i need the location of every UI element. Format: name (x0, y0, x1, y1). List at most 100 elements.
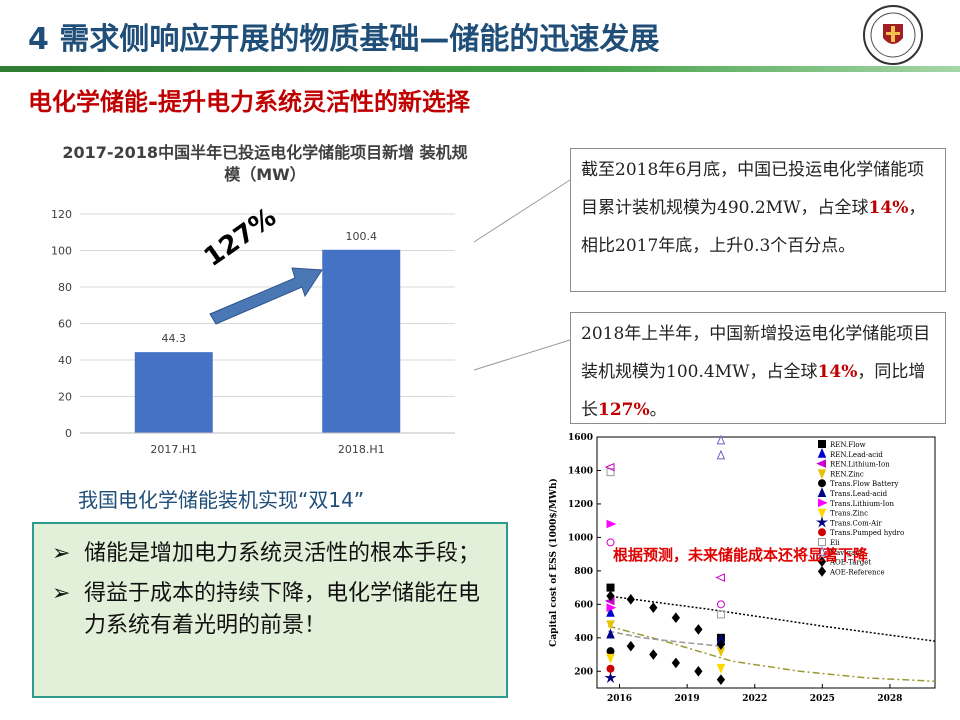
y-tick-label: 20 (58, 391, 72, 404)
x-tick-label: 2019 (675, 694, 700, 704)
y-tick-label: 100 (51, 245, 72, 258)
ess-plot-frame (596, 436, 936, 689)
y-tick-label: 1200 (568, 500, 593, 510)
box2-text-end: 。 (649, 400, 667, 420)
bullet-item: ➢ 得益于成本的持续下降，电化学储能在电力系统有着光明的前景！ (52, 578, 496, 642)
bullet-arrow-icon: ➢ (52, 581, 71, 606)
data-point (817, 566, 827, 577)
data-point (716, 600, 725, 609)
section-subtitle: 电化学储能-提升电力系统灵活性的新选择 (28, 88, 470, 116)
legend-label: Trans.Zinc (830, 510, 868, 518)
data-point (606, 664, 615, 673)
legend-label: Navigant (830, 549, 863, 557)
ess-forecast-note: 根据预测，未来储能成本还将显著下降 (613, 546, 869, 564)
data-point (817, 508, 827, 519)
bar (322, 249, 401, 433)
forecast-line (608, 630, 722, 647)
data-point (606, 603, 617, 612)
bullet-item: ➢ 储能是增加电力系统灵活性的根本手段； (52, 538, 496, 570)
data-point (716, 639, 726, 650)
data-point (818, 528, 826, 537)
data-point (816, 459, 826, 468)
data-point (817, 487, 827, 497)
legend-label: AOE-Target (829, 559, 871, 567)
legend-label: REN.Flow (830, 441, 866, 449)
legend-label: Trans.Com-Air (830, 519, 882, 527)
box1-highlight: 14% (868, 198, 909, 218)
data-point (671, 612, 681, 624)
growth-arrow-icon (209, 267, 323, 325)
conclusion-box: ➢ 储能是增加电力系统灵活性的根本手段； ➢ 得益于成本的持续下降，电化学储能在… (32, 522, 508, 698)
box1-text: 截至2018年6月底，中国已投运电化学储能项目累计装机规模为490.2MW，占全… (581, 160, 925, 218)
y-tick-label: 400 (574, 634, 593, 644)
x-tick-label: 2017.H1 (150, 443, 197, 456)
data-point (606, 653, 615, 664)
data-point (671, 657, 681, 669)
data-point (716, 674, 726, 685)
y-tick-label: 800 (574, 567, 593, 577)
bar-chart-title: 2017-2018中国半年已投运电化学储能项目新增 装机规模（MW） (62, 143, 468, 184)
y-tick-label: 120 (51, 208, 72, 221)
cumulative-capacity-box: 截至2018年6月底，中国已投运电化学储能项目累计装机规模为490.2MW，占全… (570, 148, 946, 292)
y-tick-label: 60 (58, 318, 72, 331)
y-tick-label: 0 (65, 427, 72, 440)
bar-chart: 0 20 40 60 80 100 120 44.3 2017.H1 100.4 2018.H1 (51, 208, 455, 456)
legend-label: Trans.Pumped hydro (830, 529, 904, 537)
data-point (606, 647, 615, 656)
legend-label: Trans.Lithium-Ion (830, 500, 894, 508)
data-label: 44.3 (162, 332, 187, 345)
bullet-arrow-icon: ➢ (52, 541, 71, 566)
data-point (818, 538, 826, 546)
data-point (716, 610, 725, 619)
y-tick-label: 1400 (568, 466, 593, 476)
data-point (604, 462, 615, 472)
y-tick-label: 200 (574, 667, 593, 677)
y-tick-label: 80 (58, 281, 72, 294)
box2-highlight-share: 14% (817, 362, 858, 382)
box2-text-mid: ，同比增长 (581, 362, 926, 420)
callout-lines (473, 179, 571, 371)
new-capacity-box: 2018年上半年，中国新增投运电化学储能项目装机规模为100.4MW，占全球14… (570, 312, 946, 424)
legend-label: Trans.Flow Battery (830, 480, 898, 488)
x-tick-label: 2018.H1 (338, 443, 385, 456)
data-point (606, 519, 617, 529)
data-point (716, 434, 726, 445)
box2-highlight-growth: 127% (598, 400, 650, 420)
data-label: 100.4 (346, 230, 378, 243)
legend-label: REN.Zinc (830, 470, 864, 478)
box1-text-end: ，相比2017年底，上升0.3个百分点。 (581, 198, 926, 256)
title-divider (0, 66, 960, 72)
legend-label: REN.Lithium-Ion (830, 461, 890, 469)
y-tick-label: 600 (574, 600, 593, 610)
ess-cost-chart: 200 400 600 800 1000 1200 1400 1600 2016 2019 2022… (540, 430, 945, 715)
data-point (606, 628, 615, 639)
data-point (817, 448, 827, 458)
legend-label: Eli (830, 539, 840, 547)
bullet-text: 储能是增加电力系统灵活性的根本手段； (84, 541, 481, 566)
data-point (817, 546, 827, 556)
bar (134, 352, 213, 433)
data-point (626, 640, 635, 652)
x-tick-label: 2025 (810, 694, 835, 704)
data-point (606, 590, 615, 602)
data-point (604, 671, 617, 684)
legend-label: Trans.Lead-acid (830, 490, 888, 498)
y-tick-label: 1000 (568, 533, 593, 543)
x-tick-label: 2016 (607, 694, 632, 704)
data-point (818, 440, 826, 448)
bullet-text: 得益于成本的持续下降，电化学储能在电力系统有着光明的前景！ (84, 581, 481, 638)
legend-label: REN.Lead-acid (830, 451, 883, 459)
data-point (606, 606, 615, 617)
data-point (694, 665, 703, 677)
data-point (716, 663, 726, 674)
data-point (606, 538, 615, 547)
x-tick-label: 2028 (877, 694, 902, 704)
x-tick-label: 2022 (742, 694, 767, 704)
box2-text: 2018年上半年，中国新增投运电化学储能项目装机规模为100.4MW，占全球 (581, 324, 931, 382)
data-point (818, 479, 826, 488)
data-point (626, 593, 635, 605)
data-point (818, 498, 828, 508)
university-seal-icon (863, 5, 923, 65)
y-tick-label: 40 (58, 354, 72, 367)
data-point (815, 516, 829, 528)
